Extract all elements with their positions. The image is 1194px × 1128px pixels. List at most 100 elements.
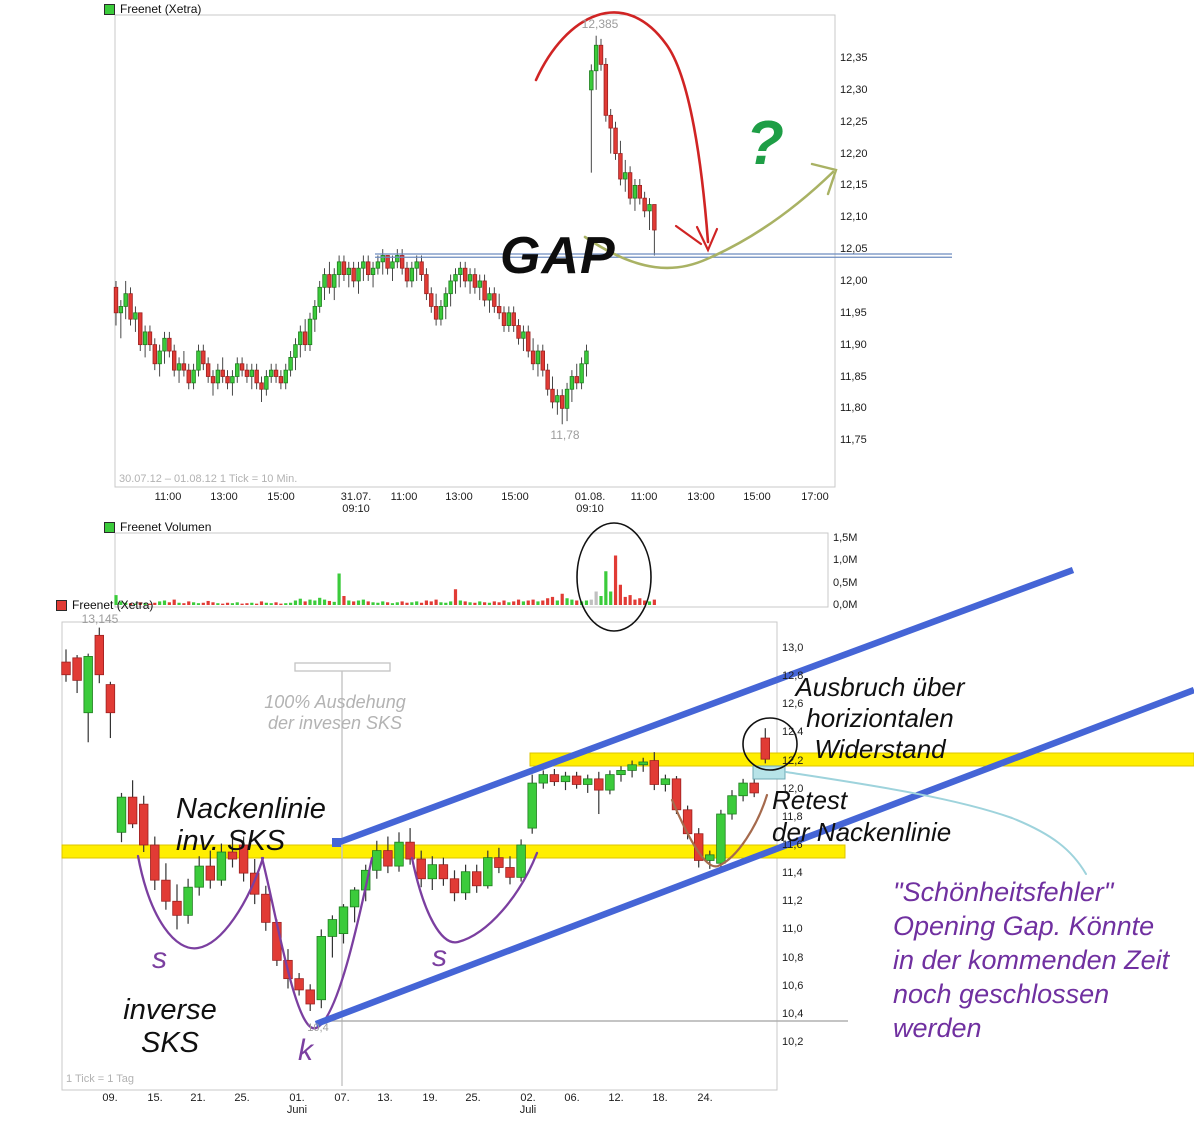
neckline-line-1: Nackenlinie <box>176 793 326 825</box>
gap-note-annotation: "Schönheitsfehler" Opening Gap. Könnte i… <box>893 875 1169 1045</box>
breakout-line-2: horiziontalen <box>806 703 954 733</box>
axis-tick-label: 11,85 <box>840 370 867 383</box>
gap-annotation: GAP <box>500 227 616 285</box>
axis-tick-label: 0,5M <box>833 576 858 589</box>
axis-tick-label: 10,6 <box>782 979 804 992</box>
axis-tick-label: 12,8 <box>782 670 804 683</box>
axis-tick-label: 11,0 <box>782 923 803 936</box>
legend-swatch-red-icon <box>56 599 67 611</box>
axis-tick-label: 25. <box>465 1092 481 1104</box>
axis-tick-label: 11,90 <box>840 338 867 351</box>
axis-tick-label: 15:00 <box>267 491 295 503</box>
axis-tick-label: 09:10 <box>576 503 604 515</box>
axis-tick-label: 11,95 <box>840 306 867 319</box>
question-mark-annotation: ? <box>746 109 784 178</box>
axis-tick-label: 11,80 <box>840 402 867 415</box>
gap-note-line-1: "Schönheitsfehler" <box>893 877 1114 907</box>
neckline-annotation: Nackenlinie inv. SKS <box>176 793 326 857</box>
axis-tick-label: 10,4 <box>782 1007 804 1020</box>
axis-tick-label: 13:00 <box>687 491 715 503</box>
axis-tick-label: 1,5M <box>833 531 858 544</box>
axis-tick-label: 02. <box>520 1092 536 1104</box>
axis-tick-label: 11,75 <box>840 434 867 447</box>
daily-low-label: 10,4 <box>307 1022 329 1034</box>
legend-intraday: Freenet (Xetra) <box>104 2 201 16</box>
axis-tick-label: 01. <box>289 1092 305 1104</box>
axis-tick-label: 12. <box>608 1092 624 1104</box>
axis-tick-label: 11:00 <box>154 491 182 503</box>
inverse-sks-annotation: inverse SKS <box>100 994 240 1060</box>
axis-tick-label: 12,6 <box>782 698 804 711</box>
axis-tick-label: 13:00 <box>210 491 238 503</box>
axis-tick-label: 12,10 <box>840 211 868 224</box>
axis-tick-label: 12,20 <box>840 147 868 160</box>
axis-tick-label: 11,8 <box>782 810 803 823</box>
left-shoulder-label: s <box>152 942 167 975</box>
axis-tick-label: 12,2 <box>782 754 804 767</box>
axis-tick-label: Juni <box>286 1104 308 1116</box>
extension-line-1: 100% Ausdehung <box>264 692 406 712</box>
axis-tick-label: 15:00 <box>501 491 529 503</box>
axis-tick-label: 11,4 <box>782 867 803 880</box>
axis-tick-label: 07. <box>334 1092 350 1104</box>
right-shoulder-label: s <box>432 940 447 973</box>
axis-tick-label: 12,35 <box>840 52 868 64</box>
axis-tick-label: 19. <box>422 1092 438 1104</box>
axis-tick-label: 25. <box>234 1092 250 1104</box>
legend-swatch-green-icon <box>104 3 115 15</box>
breakout-annotation: Ausbruch über horiziontalen Widerstand <box>780 672 980 765</box>
axis-tick-label: 12,25 <box>840 115 868 128</box>
axis-tick-label: 31.07. <box>340 491 372 503</box>
extension-line-2: der invesen SKS <box>267 713 403 733</box>
axis-tick-label: 12,0 <box>782 782 804 795</box>
breakout-line-1: Ausbruch über <box>795 672 965 702</box>
inverse-sks-line-1: inverse <box>123 994 217 1026</box>
axis-tick-label: 24. <box>697 1092 713 1104</box>
gap-note-line-5: werden <box>893 1013 982 1043</box>
legend-volume: Freenet Volumen <box>104 520 211 534</box>
legend-daily-label: Freenet (Xetra) <box>72 598 154 612</box>
legend-daily: Freenet (Xetra) <box>56 598 153 612</box>
axis-tick-label: 13:00 <box>445 491 473 503</box>
inverse-sks-line-2: SKS <box>140 1027 200 1059</box>
axis-tick-label: 06. <box>564 1092 580 1104</box>
axis-tick-label: 15:00 <box>743 491 771 503</box>
axis-tick-label: 11:00 <box>390 491 418 503</box>
axis-tick-label: 10,2 <box>782 1035 804 1048</box>
axis-tick-label: 17:00 <box>801 491 829 503</box>
gap-note-line-2: Opening Gap. Könnte <box>893 911 1155 941</box>
axis-tick-label: 12,4 <box>782 726 804 739</box>
axis-tick-label: 12,00 <box>840 274 868 287</box>
axis-tick-label: 18. <box>652 1092 668 1104</box>
axis-tick-label: 11,2 <box>782 895 803 908</box>
breakout-line-3: Widerstand <box>814 734 946 764</box>
gap-note-line-4: noch geschlossen <box>893 979 1110 1009</box>
legend-intraday-label: Freenet (Xetra) <box>120 2 202 16</box>
intraday-range-note: 30.07.12 – 01.08.12 1 Tick = 10 Min. <box>119 473 298 485</box>
axis-tick-label: 09:10 <box>342 503 370 515</box>
extension-annotation: 100% Ausdehung der invesen SKS <box>253 692 417 734</box>
axis-tick-label: 12,15 <box>840 179 868 192</box>
daily-high-label: 13,145 <box>81 612 119 626</box>
axis-tick-label: 01.08. <box>574 491 606 503</box>
daily-tick-note: 1 Tick = 1 Tag <box>66 1073 134 1085</box>
axis-tick-label: 12,05 <box>840 243 868 256</box>
retest-line-2: der Nackenlinie <box>772 817 952 847</box>
retest-line-1: Retest <box>772 785 848 815</box>
legend-swatch-green-icon <box>104 521 115 533</box>
axis-tick-label: 12,30 <box>840 83 868 96</box>
axis-tick-label: 09. <box>102 1092 118 1104</box>
axis-tick-label: 11:00 <box>630 491 658 503</box>
axis-tick-label: 11,6 <box>782 838 803 851</box>
axis-tick-label: 15. <box>147 1092 163 1104</box>
legend-volume-label: Freenet Volumen <box>120 520 212 534</box>
axis-tick-label: 13,0 <box>782 642 804 654</box>
axis-tick-label: 10,8 <box>782 951 804 964</box>
axis-tick-label: 21. <box>190 1092 206 1104</box>
axis-tick-label: 1,0M <box>833 554 858 566</box>
retest-annotation: Retest der Nackenlinie <box>772 784 951 848</box>
intraday-low-label: 11,78 <box>550 428 580 442</box>
intraday-high-label: 12,385 <box>581 17 619 31</box>
gap-note-line-3: in der kommenden Zeit <box>893 945 1170 975</box>
